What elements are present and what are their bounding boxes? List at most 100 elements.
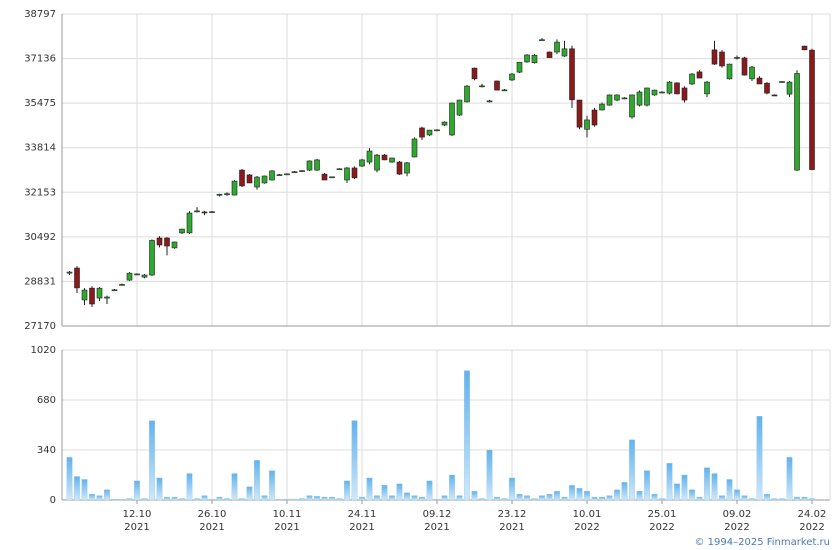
candle-body xyxy=(344,167,350,181)
volume-bar xyxy=(411,495,418,501)
candle-body xyxy=(711,49,718,65)
candle-body xyxy=(441,121,448,126)
volume-bar xyxy=(644,470,650,501)
volume-bar xyxy=(794,496,800,501)
x-tick-label: 24.11 xyxy=(348,509,377,520)
x-tick-year: 2021 xyxy=(499,522,524,533)
candle-body xyxy=(96,287,103,299)
volume-bar xyxy=(276,499,283,501)
candle-body xyxy=(164,237,170,247)
candle-body xyxy=(194,210,200,213)
candle-body xyxy=(276,174,283,176)
volume-bar xyxy=(689,489,695,501)
volume-bar xyxy=(419,496,425,501)
candle-body xyxy=(666,81,673,94)
x-tick-label: 09.02 xyxy=(723,509,752,520)
volume-bar xyxy=(96,495,103,501)
footer: © 1994–2025 Finmarket.ru xyxy=(694,537,830,548)
volume-bar xyxy=(809,498,815,501)
volume-bar xyxy=(209,499,215,501)
candle-body xyxy=(719,51,725,67)
volume-bar xyxy=(771,498,778,501)
volume-bar xyxy=(591,496,598,501)
volume-bar xyxy=(351,420,358,501)
volume-bar xyxy=(509,477,515,501)
x-tick-label: 10.01 xyxy=(573,509,602,520)
volume-bar xyxy=(119,499,125,501)
volume-bar xyxy=(329,496,335,501)
y-tick-label: 1020 xyxy=(31,345,56,356)
volume-bar xyxy=(374,495,380,501)
candle-body xyxy=(404,162,410,174)
x-tick-label: 24.02 xyxy=(798,509,827,520)
volume-bar xyxy=(239,498,245,501)
candle-body xyxy=(509,73,515,81)
candle-body xyxy=(186,212,193,234)
volume-bar xyxy=(614,489,620,501)
candle-body xyxy=(179,228,185,234)
volume-bar xyxy=(269,470,275,501)
volume-bar xyxy=(314,496,320,501)
volume-bar xyxy=(501,498,508,501)
candle-body xyxy=(104,296,110,299)
candle-body xyxy=(119,284,125,286)
candle-body xyxy=(464,85,470,103)
candle-body xyxy=(756,77,763,85)
volume-bar xyxy=(201,495,208,501)
volume-bar xyxy=(471,491,478,501)
volume-bar xyxy=(284,499,290,501)
candle-body xyxy=(321,173,328,181)
candle-body xyxy=(614,94,620,101)
volume-bar xyxy=(306,495,313,501)
candle-body xyxy=(704,81,710,95)
x-tick-label: 25.01 xyxy=(648,509,677,520)
candle-body xyxy=(66,271,73,274)
volume-bar xyxy=(246,486,253,501)
volume-bar xyxy=(149,420,155,501)
candle-body xyxy=(419,127,425,138)
volume-bar xyxy=(621,482,628,501)
x-tick-year: 2022 xyxy=(724,522,749,533)
candle-body xyxy=(209,211,215,213)
volume-bar xyxy=(156,477,163,501)
candle-body xyxy=(524,54,530,63)
candle-body xyxy=(471,67,478,80)
x-tick-year: 2021 xyxy=(199,522,224,533)
volume-bar xyxy=(164,496,170,501)
y-tick-label: 38797 xyxy=(24,9,56,20)
volume-bar xyxy=(726,479,733,501)
y-tick-label: 32153 xyxy=(24,187,56,198)
volume-bar xyxy=(426,480,433,501)
candle-body xyxy=(149,240,155,276)
volume-bar xyxy=(546,493,553,501)
candle-body xyxy=(644,87,650,106)
volume-bar xyxy=(666,463,673,501)
candle-body xyxy=(426,129,433,136)
volume-bar xyxy=(66,457,73,501)
candle-body xyxy=(591,109,598,126)
candle-body xyxy=(741,57,748,76)
candle-body xyxy=(749,66,755,80)
volume-bar xyxy=(111,499,118,501)
volume-bar xyxy=(494,496,500,501)
candle-body xyxy=(479,85,485,88)
volume-bar xyxy=(554,491,560,501)
volume-bar xyxy=(456,495,463,501)
volume-bar xyxy=(179,498,185,501)
candle-body xyxy=(366,150,373,163)
candle-body xyxy=(809,49,815,170)
candle-body xyxy=(584,119,590,130)
candle-body xyxy=(779,81,785,83)
candle-body xyxy=(561,48,568,57)
candle-body xyxy=(89,287,95,305)
candle-body xyxy=(329,176,335,179)
volume-bar xyxy=(359,496,365,501)
volume-bar xyxy=(321,496,328,501)
volume-bar xyxy=(636,491,643,501)
volume-bar xyxy=(516,493,523,501)
volume-bar xyxy=(479,498,485,501)
x-tick-year: 2022 xyxy=(574,522,599,533)
y-tick-label: 340 xyxy=(37,445,56,456)
candle-body xyxy=(434,129,440,132)
volume-bar xyxy=(779,498,785,501)
